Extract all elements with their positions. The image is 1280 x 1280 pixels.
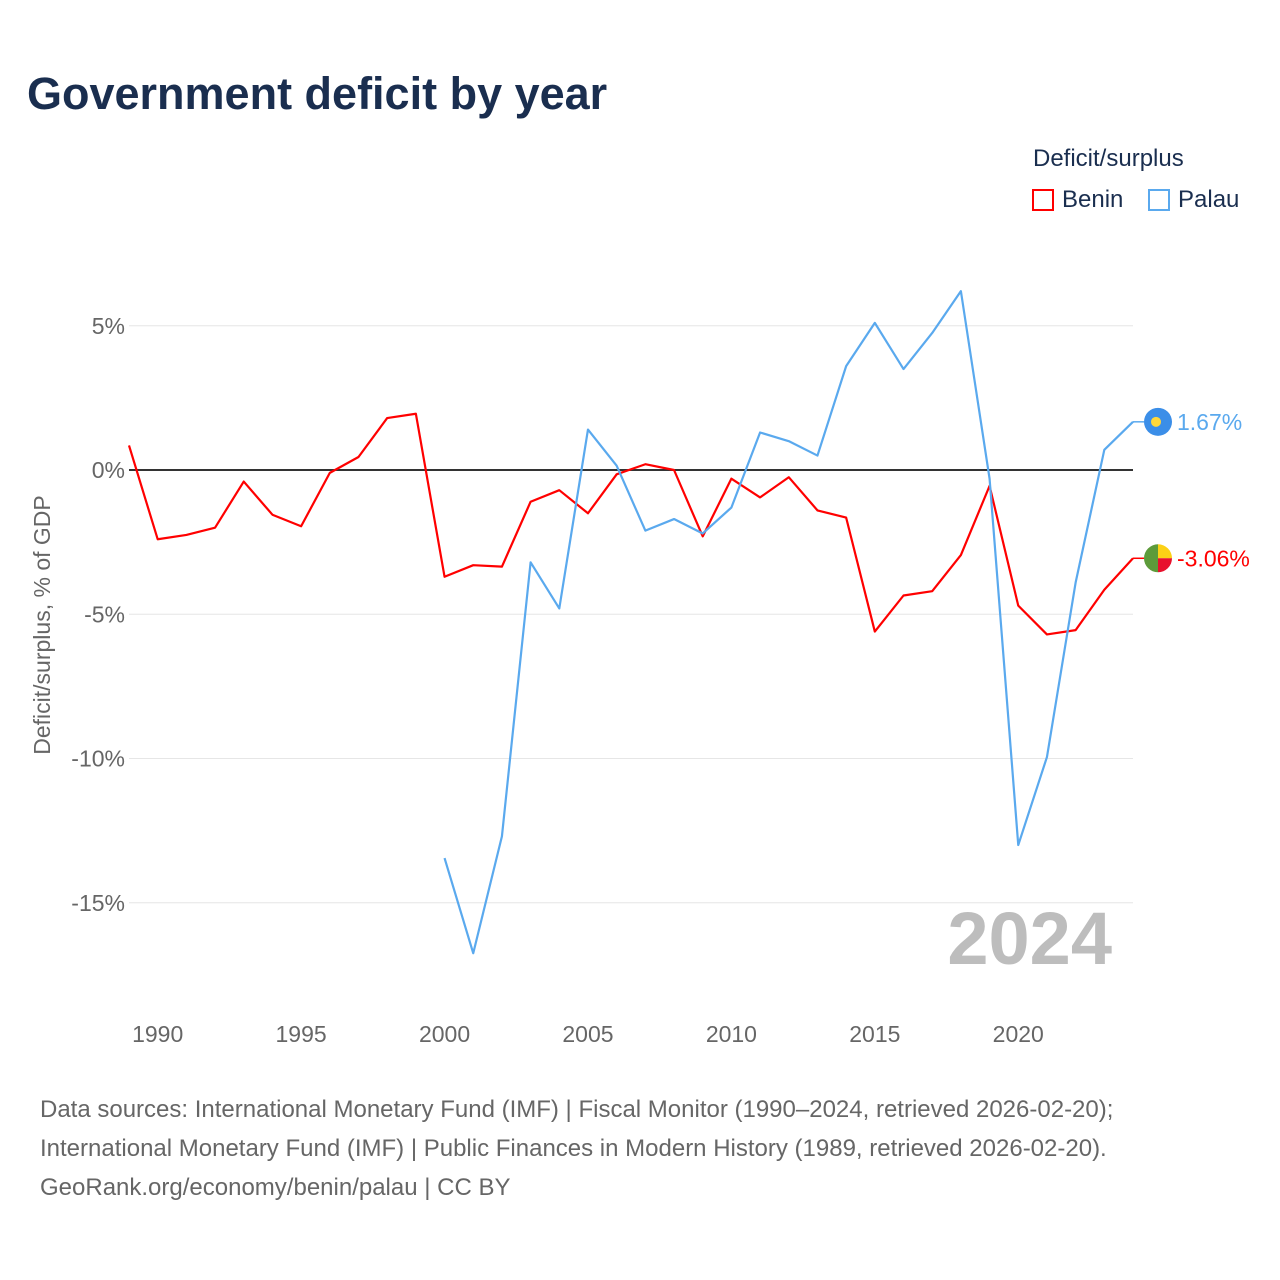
y-tick-label: 5%: [92, 313, 125, 339]
legend-item-palau[interactable]: Palau: [1148, 186, 1239, 214]
x-tick-label: 2010: [706, 1021, 757, 1047]
year-watermark: 2024: [947, 897, 1112, 980]
y-tick-label: 0%: [92, 457, 125, 483]
benin-flag-icon: [1144, 544, 1158, 573]
x-tick-label: 2000: [419, 1021, 470, 1047]
y-tick-label: -5%: [84, 601, 125, 627]
x-tick-label: 1990: [132, 1021, 183, 1047]
benin-flag-red: [1158, 558, 1172, 573]
footer: Data sources: International Monetary Fun…: [40, 1090, 1113, 1207]
end-value-label: -3.06%: [1177, 545, 1250, 571]
y-axis-label: Deficit/surplus, % of GDP: [29, 495, 55, 754]
x-tick-label: 2005: [562, 1021, 613, 1047]
legend-title: Deficit/surplus: [1033, 145, 1184, 172]
x-tick-label: 2015: [849, 1021, 900, 1047]
y-tick-label: -15%: [71, 890, 125, 916]
x-tick-label: 2020: [993, 1021, 1044, 1047]
legend-swatch-benin: [1032, 189, 1054, 211]
legend-item-benin[interactable]: Benin: [1032, 186, 1123, 214]
legend-swatch-palau: [1148, 189, 1170, 211]
benin-flag-yellow: [1158, 544, 1172, 559]
palau-flag-moon: [1151, 416, 1161, 427]
attribution: GeoRank.org/economy/benin/palau | CC BY: [40, 1174, 511, 1201]
source-line: Data sources: International Monetary Fun…: [40, 1096, 1114, 1123]
series-line-benin: [127, 412, 1134, 636]
x-tick-label: 1995: [276, 1021, 327, 1047]
legend-label: Benin: [1062, 186, 1124, 213]
y-tick-label: -10%: [71, 746, 125, 772]
legend-label: Palau: [1178, 186, 1240, 213]
end-value-label: 1.67%: [1177, 409, 1242, 435]
series-line-palau: [443, 290, 1134, 955]
chart-title: Government deficit by year: [27, 68, 608, 119]
source-line: International Monetary Fund (IMF) | Publ…: [40, 1135, 1107, 1162]
